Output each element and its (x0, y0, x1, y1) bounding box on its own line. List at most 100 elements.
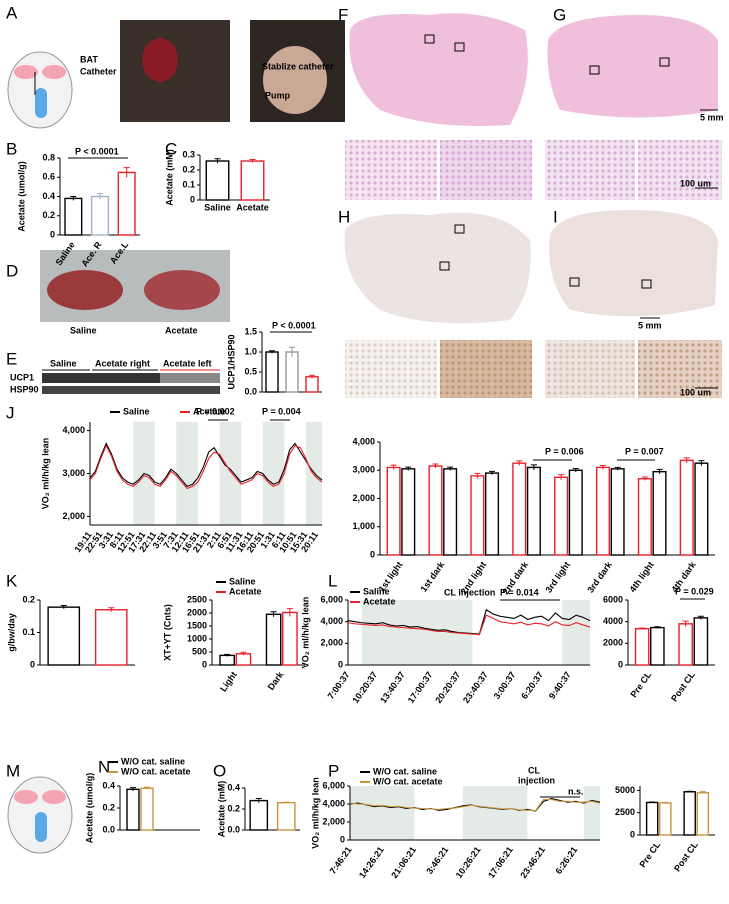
dark-period (462, 786, 528, 840)
photo-label: Catheter (80, 66, 117, 76)
blot-group: Acetate left (163, 358, 212, 368)
photo-label: BAT (80, 54, 98, 64)
bar (696, 791, 710, 836)
mouse-cartoon (7, 51, 73, 129)
y-tick-label: 1000 (187, 633, 207, 643)
y-tick-label: 0.4 (42, 191, 55, 201)
x-tick-label: 17:00:37 (406, 670, 435, 705)
y-tick-label: 6000 (603, 594, 623, 604)
y-tick-label: 4,000 (322, 798, 345, 808)
bar (512, 462, 527, 556)
y-tick-label: 1,000 (352, 521, 375, 531)
x-tick-label: 4th light (628, 560, 656, 594)
annotation: P = 0.002 (196, 406, 235, 416)
error-bar (249, 159, 256, 163)
y-axis-label: Acetate (umol/g) (16, 161, 26, 232)
legend-label: W/O cat. saline (121, 756, 185, 766)
error-bar (108, 607, 115, 612)
blot-group: Acetate right (95, 358, 150, 368)
blot-row: HSP90 (10, 384, 39, 394)
y-axis-label: XT+YT (Cnts) (162, 604, 172, 661)
error-bar (489, 470, 496, 475)
series-line (89, 442, 323, 488)
error-bar (309, 374, 315, 379)
error-bar (70, 196, 77, 201)
panel-label: N (98, 757, 110, 776)
y-tick-label: 0.4 (102, 780, 115, 790)
y-axis-label: VO₂ ml/h/kg lean (300, 597, 310, 669)
error-bar (289, 346, 295, 357)
y-tick-label: 0.0 (244, 386, 257, 396)
error-bar (572, 468, 579, 472)
y-tick-label: 0.1 (182, 179, 195, 189)
panel-label: B (6, 139, 17, 158)
error-bar (123, 167, 130, 178)
x-tick-label: Acetate (236, 202, 269, 212)
y-axis-label: VO₂ ml/h/kg lean (310, 777, 320, 849)
bar (428, 465, 443, 556)
bar (694, 462, 709, 556)
photo-skin (263, 46, 327, 114)
y-tick-label: 0.0 (102, 824, 115, 834)
y-tick-label: 1.0 (244, 346, 257, 356)
x-tick-label: Pre CL (637, 839, 662, 869)
x-tick-label: Dark (266, 669, 286, 692)
y-tick-label: 5000 (615, 785, 635, 795)
bar (117, 171, 136, 236)
error-bar (558, 474, 565, 480)
annotation: P < 0.0001 (75, 146, 119, 156)
y-axis-label: Acetate (mM) (164, 149, 174, 206)
error-bar (390, 464, 397, 470)
annotation: n.s. (568, 786, 584, 796)
error-bar (283, 801, 290, 804)
bar (282, 611, 298, 666)
y-tick-label: 0.4 (227, 782, 240, 792)
error-bar (286, 608, 293, 617)
y-tick-label: 2,000 (322, 816, 345, 826)
blot-band (42, 373, 220, 383)
error-bar (130, 787, 136, 791)
blot-band (160, 373, 220, 383)
legend-label: W/O cat. acetate (121, 766, 191, 776)
bar (637, 478, 652, 556)
error-bar (214, 158, 221, 164)
error-bar (530, 464, 537, 470)
y-tick-label: 0 (50, 229, 55, 239)
error-bar (255, 798, 262, 803)
series-line (349, 798, 601, 812)
legend-label: Saline (123, 406, 150, 416)
y-tick-label: 6,000 (320, 594, 343, 604)
dark-period (305, 422, 322, 525)
bar (240, 160, 265, 201)
y-tick-label: 0 (190, 194, 195, 204)
photo-label: Acetate (165, 325, 198, 335)
x-tick-label: 9:40:37 (547, 670, 573, 701)
x-tick-label: 23:40:37 (461, 670, 490, 705)
tissue (47, 270, 123, 310)
y-tick-label: 0.3 (182, 149, 195, 159)
panel-label: E (6, 349, 17, 368)
x-tick-label: 1st dark (418, 559, 447, 594)
blot-group: Saline (50, 358, 77, 368)
legend-label: Acetate (229, 586, 262, 596)
error-bar (432, 463, 439, 468)
bar (126, 788, 140, 831)
annotation: P = 0.029 (675, 586, 714, 596)
bar (285, 351, 299, 393)
error-bar (447, 466, 454, 471)
legend-label: W/O cat. saline (373, 766, 437, 776)
y-tick-label: 4,000 (62, 425, 85, 435)
y-tick-label: 1500 (187, 620, 207, 630)
bar (305, 376, 319, 393)
x-tick-label: 6:26:21 (553, 845, 579, 876)
y-axis-label: VO₂ ml/h/kg lean (40, 438, 50, 510)
bar (678, 623, 693, 666)
x-tick-label: 3:00:37 (492, 670, 518, 701)
panel-label: O (213, 761, 226, 780)
y-axis-label: Acetate (umol/g) (84, 773, 94, 844)
bar (235, 653, 252, 666)
annotation: P = 0.006 (545, 446, 584, 456)
error-bar (649, 801, 656, 803)
annotation: injection (518, 775, 555, 785)
